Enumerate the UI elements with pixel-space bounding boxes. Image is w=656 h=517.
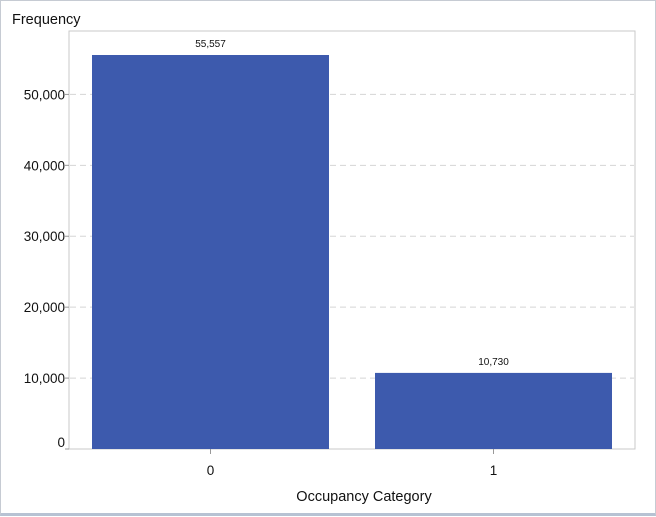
y-tick-label: 40,000 xyxy=(24,158,65,173)
y-tick-label: 0 xyxy=(57,435,65,450)
y-tick-label: 20,000 xyxy=(24,300,65,315)
y-tick-label: 30,000 xyxy=(24,229,65,244)
y-axis-title: Frequency xyxy=(12,12,81,28)
x-axis-title: Occupancy Category xyxy=(296,489,432,505)
y-tick-label: 50,000 xyxy=(24,87,65,102)
bars xyxy=(92,55,612,449)
bar-1 xyxy=(375,372,612,449)
y-tick-label: 10,000 xyxy=(24,371,65,386)
data-label: 10,730 xyxy=(478,357,509,368)
x-tick-label: 0 xyxy=(207,463,215,478)
data-labels: 55,557 10,730 xyxy=(195,39,509,368)
y-axis-ticks: 0 10,000 20,000 30,000 40,000 50,000 xyxy=(24,87,69,450)
x-tick-label: 1 xyxy=(490,463,498,478)
data-label: 55,557 xyxy=(195,39,226,50)
bar-0 xyxy=(92,55,329,449)
